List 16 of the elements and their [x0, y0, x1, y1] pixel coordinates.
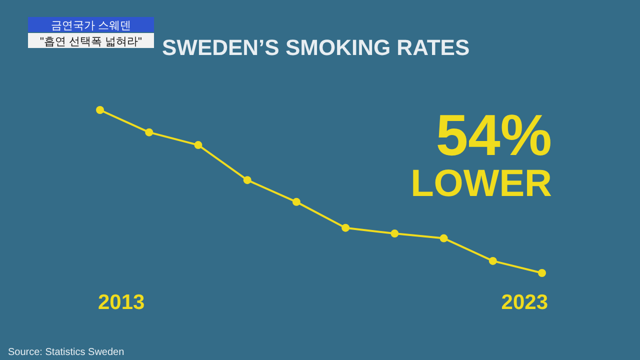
point — [538, 269, 546, 277]
point — [292, 198, 300, 206]
chart-title: SWEDEN’S SMOKING RATES — [162, 35, 470, 60]
text: 2023 — [501, 291, 548, 314]
point — [390, 230, 399, 238]
point — [194, 141, 202, 150]
point — [96, 106, 104, 114]
point — [243, 176, 252, 184]
point — [488, 256, 497, 265]
point — [342, 224, 350, 232]
text: 금연국가 스웨덴 — [50, 20, 132, 32]
point — [440, 234, 448, 242]
point — [145, 128, 154, 136]
source-note: Source: Statistics Sweden — [8, 347, 124, 358]
text: "흡연 선택폭 넓혀라" — [40, 36, 142, 48]
text: 2013 — [98, 291, 145, 314]
